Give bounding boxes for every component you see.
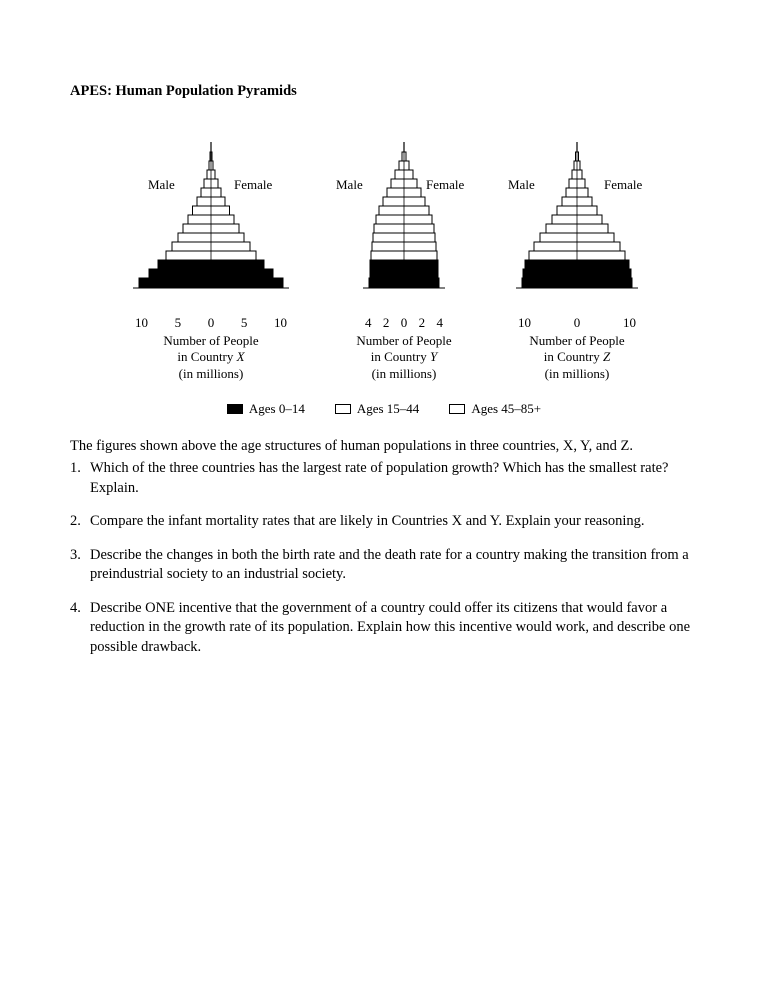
swatch-open-icon (449, 404, 465, 414)
question-1: 1. Which of the three countries has the … (70, 459, 698, 498)
intro-text: The figures shown above the age structur… (70, 437, 698, 457)
male-label: Male (336, 176, 363, 194)
female-label: Female (604, 176, 642, 194)
caption-x: Number of People in Country X (in millio… (163, 333, 258, 382)
axis-z: 10010 (502, 314, 652, 332)
legend-item-0-14: Ages 0–14 (227, 400, 305, 418)
female-label: Female (234, 176, 272, 194)
pyramid-x-svg (116, 142, 306, 312)
swatch-filled-icon (227, 404, 243, 414)
axis-y: 42024 (334, 314, 474, 332)
legend: Ages 0–14 Ages 15–44 Ages 45–85+ (70, 400, 698, 418)
worksheet-title: APES: Human Population Pyramids (70, 82, 698, 102)
pyramid-y-stage: Male Female (334, 142, 474, 312)
question-2: 2. Compare the infant mortality rates th… (70, 512, 698, 532)
pyramid-z: Male Female 10010 Number of People in Co… (502, 142, 652, 382)
pyramid-x: Male Female 1050510 Number of People in … (116, 142, 306, 382)
caption-z: Number of People in Country Z (in millio… (529, 333, 624, 382)
male-label: Male (148, 176, 175, 194)
worksheet-page: APES: Human Population Pyramids Male Fem… (0, 0, 768, 994)
pyramid-y-svg (334, 142, 474, 312)
caption-y: Number of People in Country Y (in millio… (356, 333, 451, 382)
swatch-open-icon (335, 404, 351, 414)
female-label: Female (426, 176, 464, 194)
legend-item-45-85: Ages 45–85+ (449, 400, 541, 418)
male-label: Male (508, 176, 535, 194)
axis-x: 1050510 (116, 314, 306, 332)
pyramid-x-stage: Male Female (116, 142, 306, 312)
figures-row: Male Female 1050510 Number of People in … (70, 142, 698, 382)
question-3: 3. Describe the changes in both the birt… (70, 546, 698, 585)
pyramid-z-stage: Male Female (502, 142, 652, 312)
pyramid-y: Male Female 42024 Number of People in Co… (334, 142, 474, 382)
pyramid-z-svg (502, 142, 652, 312)
question-4: 4. Describe ONE incentive that the gover… (70, 599, 698, 658)
legend-item-15-44: Ages 15–44 (335, 400, 419, 418)
